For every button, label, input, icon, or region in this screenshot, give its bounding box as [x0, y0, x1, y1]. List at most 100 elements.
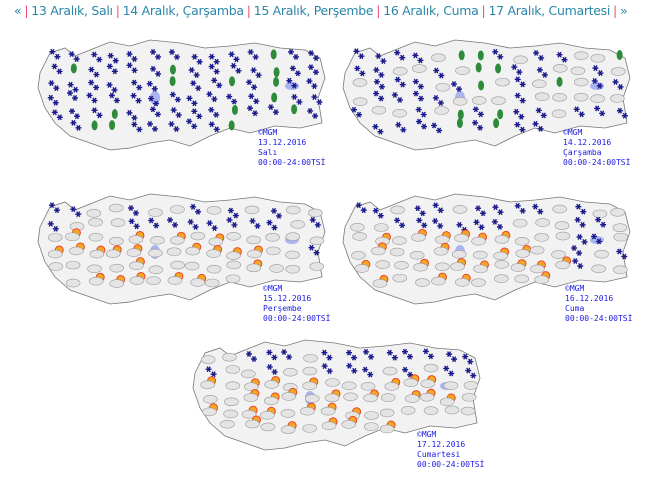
cloudy-icon — [244, 205, 260, 215]
cloudy-icon — [415, 278, 430, 287]
snow-icon — [266, 219, 278, 231]
snow-icon — [186, 95, 198, 107]
snow-icon — [206, 91, 218, 103]
snow-icon — [208, 106, 220, 118]
snow-icon — [394, 76, 406, 88]
cloudy-icon — [241, 369, 256, 379]
time: 00:00-24:00TSİ — [263, 314, 331, 323]
cloudy-icon — [109, 263, 125, 273]
cloudy-icon — [610, 207, 626, 217]
date: 14.12.2016 — [563, 138, 612, 147]
cloudy-icon — [535, 218, 550, 227]
day-link-14[interactable]: 14 Aralık, Çarşamba — [122, 3, 244, 18]
snow-icon — [126, 109, 138, 121]
snow-icon — [556, 51, 568, 63]
day-link-17[interactable]: 17 Aralık, Cumartesi — [488, 3, 611, 18]
date: 15.12.2016 — [263, 294, 312, 303]
rain-icon — [458, 50, 465, 61]
cloudy-icon — [352, 97, 368, 106]
partly-sunny-icon — [439, 393, 456, 407]
snow-icon — [247, 105, 259, 117]
cloudy-icon — [463, 381, 479, 390]
cloudy-icon — [380, 393, 396, 402]
partly-sunny-icon — [280, 421, 297, 434]
prev-link[interactable]: « — [14, 3, 22, 18]
snow-icon — [513, 108, 525, 120]
partly-sunny-icon — [109, 275, 126, 288]
cloudy-icon — [343, 392, 358, 402]
cloudy-icon — [392, 108, 407, 118]
cloudy-icon — [592, 209, 608, 219]
cloudy-icon — [513, 55, 528, 65]
copyright: ©MGM — [258, 128, 278, 137]
rain-icon — [616, 50, 623, 61]
cloudy-icon — [371, 105, 387, 115]
snow-icon — [250, 67, 262, 79]
cloudy-icon — [594, 249, 609, 259]
cloudy-icon — [514, 237, 530, 246]
cloudy-icon — [423, 363, 439, 373]
map-caption: ©MGM 13.12.2016 Salı 00:00-24:00TSİ — [258, 128, 325, 168]
partly-sunny-icon — [263, 392, 280, 406]
snow-icon — [571, 245, 583, 256]
partly-sunny-icon — [208, 233, 225, 247]
partly-sunny-icon — [226, 247, 242, 260]
snow-icon — [616, 107, 628, 119]
partly-sunny-icon — [202, 403, 219, 417]
snow-icon — [412, 78, 424, 90]
next-link[interactable]: » — [619, 3, 628, 18]
cloudy-icon — [460, 406, 476, 416]
cloudy-icon — [206, 264, 222, 274]
forecast-map-14: ©MGM 14.12.2016 Çarşamba 00:00-24:00TSİ — [335, 28, 635, 168]
cloudy-icon — [452, 205, 468, 214]
partly-sunny-icon — [534, 271, 551, 284]
snow-icon — [532, 203, 544, 215]
cloudy-icon — [290, 220, 306, 229]
rain-icon — [270, 49, 277, 60]
snow-icon — [535, 107, 547, 119]
cloudy-icon — [431, 53, 446, 63]
snow-icon — [68, 108, 80, 120]
snow-icon — [286, 77, 298, 89]
snow-icon — [412, 52, 424, 64]
copyright: ©MGM — [263, 284, 283, 293]
rain-icon — [231, 104, 238, 115]
day-link-15[interactable]: 15 Aralık, Perşembe — [253, 3, 374, 18]
snow-icon — [353, 48, 365, 60]
rain-icon — [273, 76, 280, 87]
partly-sunny-icon — [515, 244, 532, 258]
separator: | — [115, 3, 120, 18]
day-link-13[interactable]: 13 Aralık, Salı — [31, 3, 113, 18]
snow-icon — [208, 53, 220, 65]
snow-icon — [575, 203, 587, 215]
cloudy-icon — [266, 246, 281, 256]
snow-icon — [391, 92, 403, 103]
partly-sunny-icon — [47, 245, 64, 259]
partly-sunny-icon — [493, 247, 510, 261]
cloudy-icon — [374, 223, 389, 232]
snow-icon — [166, 216, 178, 228]
cloudy-icon — [226, 260, 242, 270]
cloudy-icon — [392, 273, 408, 283]
snow-icon — [228, 51, 240, 63]
snow-icon — [492, 48, 504, 60]
snow-icon — [106, 81, 118, 93]
cloudy-icon — [225, 381, 241, 391]
rain-icon — [111, 108, 118, 119]
snow-icon — [68, 51, 80, 62]
rain-icon — [556, 76, 563, 87]
day: Cumartesi — [417, 450, 461, 459]
snow-icon — [281, 349, 293, 360]
cloudy-icon — [283, 367, 298, 377]
rain-icon — [91, 120, 98, 131]
cloudy-icon — [86, 208, 102, 218]
snow-icon — [150, 65, 162, 77]
forecast-map-15: ©MGM 15.12.2016 Perşembe 00:00-24:00TSİ — [30, 182, 331, 323]
day-link-16[interactable]: 16 Aralık, Cuma — [383, 3, 479, 18]
day: Salı — [258, 148, 278, 157]
cloudy-icon — [302, 424, 317, 433]
cloudy-icon — [612, 223, 628, 233]
cloudy-icon — [443, 381, 459, 390]
snow-icon — [594, 105, 606, 117]
cloudy-icon — [170, 205, 185, 214]
